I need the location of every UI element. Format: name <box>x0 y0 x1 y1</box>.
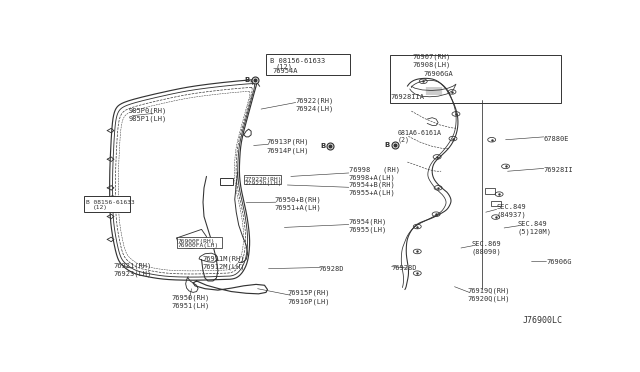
Text: 76907(RH)
76908(LH): 76907(RH) 76908(LH) <box>412 53 451 68</box>
Text: 76928D: 76928D <box>391 265 417 271</box>
Text: 76950+B(RH)
76951+A(LH): 76950+B(RH) 76951+A(LH) <box>275 196 321 211</box>
Bar <box>390 55 561 103</box>
Text: 76998   (RH)
76998+A(LH): 76998 (RH) 76998+A(LH) <box>349 167 400 182</box>
Text: 76922(RH)
76924(LH): 76922(RH) 76924(LH) <box>296 97 334 112</box>
Text: 76954+B(RH)
76955+A(LH): 76954+B(RH) 76955+A(LH) <box>349 181 396 196</box>
Text: 76913P(RH)
76914P(LH): 76913P(RH) 76914P(LH) <box>266 139 308 154</box>
Text: 76900F(RH): 76900F(RH) <box>178 238 215 244</box>
Bar <box>244 175 281 185</box>
Text: B: B <box>244 77 250 83</box>
Text: 76911M(RH)
76912M(LH): 76911M(RH) 76912M(LH) <box>202 256 245 270</box>
Text: B: B <box>385 142 390 148</box>
Text: 76928II: 76928II <box>544 167 573 173</box>
Text: 67880E: 67880E <box>544 135 569 142</box>
Bar <box>84 196 129 212</box>
Text: 76928IIA: 76928IIA <box>390 94 424 100</box>
Text: 76950(RH)
76951(LH): 76950(RH) 76951(LH) <box>172 295 210 309</box>
Text: 76928D: 76928D <box>318 266 344 272</box>
Text: 081A6-6161A
(2): 081A6-6161A (2) <box>397 130 442 144</box>
Text: B 08156-61633: B 08156-61633 <box>270 58 325 64</box>
Text: 76921(RH)
76923(LH): 76921(RH) 76923(LH) <box>114 262 152 277</box>
Text: 76915P(RH)
76916P(LH): 76915P(RH) 76916P(LH) <box>287 290 330 305</box>
Text: 76954(RH)
76955(LH): 76954(RH) 76955(LH) <box>349 218 387 233</box>
Text: 76954A: 76954A <box>273 68 298 74</box>
Bar <box>220 178 233 185</box>
Text: 76906G: 76906G <box>547 259 572 265</box>
Text: 76906GA: 76906GA <box>424 71 454 77</box>
Text: 76919Q(RH)
76920Q(LH): 76919Q(RH) 76920Q(LH) <box>468 288 510 302</box>
Text: B: B <box>320 143 326 149</box>
Text: 985P0(RH)
985P1(LH): 985P0(RH) 985P1(LH) <box>129 108 167 122</box>
Bar <box>177 237 222 248</box>
Text: J76900LC: J76900LC <box>522 316 562 325</box>
Text: B: B <box>102 196 108 202</box>
Text: 76900FA(LH): 76900FA(LH) <box>178 243 219 248</box>
Text: (12): (12) <box>92 205 108 210</box>
Text: 27922O(LH): 27922O(LH) <box>244 181 282 186</box>
Text: SEC.849
(84937): SEC.849 (84937) <box>497 204 526 218</box>
Bar <box>484 188 495 193</box>
Text: SEC.869
(88090): SEC.869 (88090) <box>472 241 502 255</box>
Text: SEC.849
(5)120M): SEC.849 (5)120M) <box>518 221 552 235</box>
Text: B 08156-61633: B 08156-61633 <box>86 200 134 205</box>
Text: (12): (12) <box>276 63 293 70</box>
Bar <box>491 201 500 206</box>
Text: 27922P(RH): 27922P(RH) <box>244 177 282 182</box>
Bar <box>266 54 350 75</box>
